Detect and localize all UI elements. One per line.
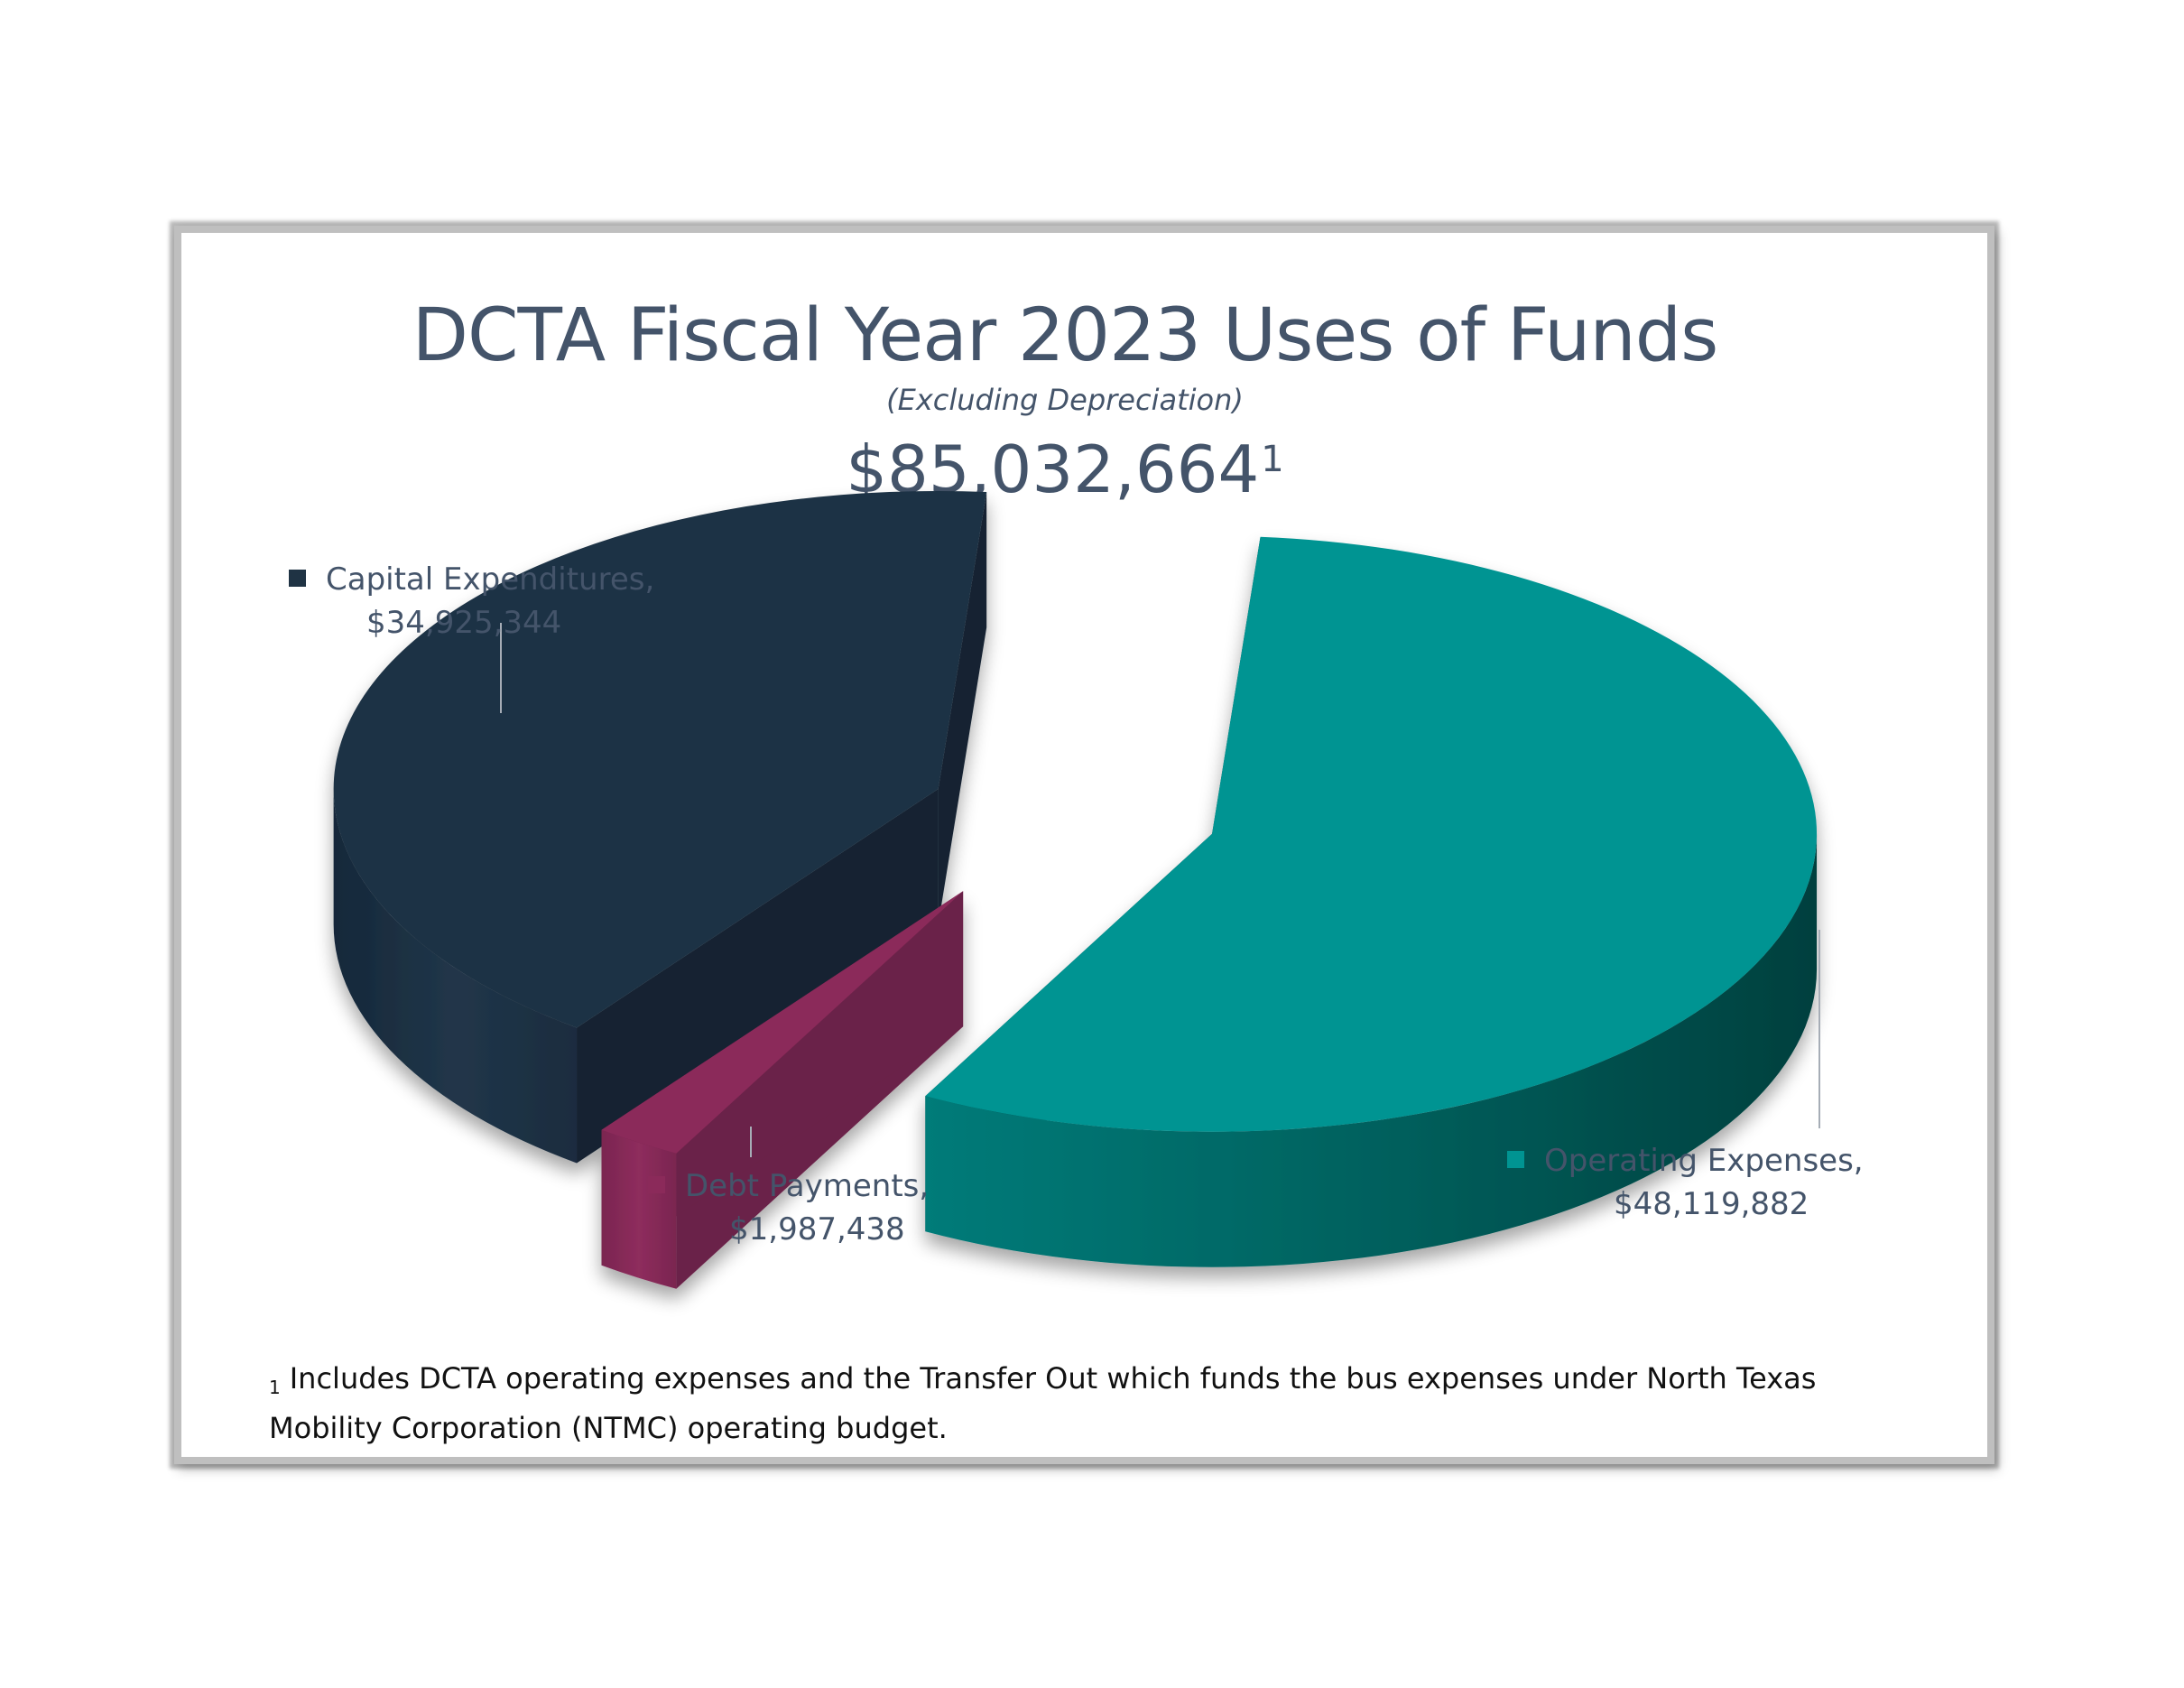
- footnote-text: Includes DCTA operating expenses and the…: [269, 1361, 1817, 1445]
- legend-swatch-debt: [648, 1176, 665, 1193]
- data-label-operating-expenses: Operating Expenses, $48,119,882: [1507, 1139, 1864, 1226]
- slice-top-face: [333, 490, 987, 1028]
- label-name-debt: Debt Payments,: [685, 1168, 930, 1204]
- data-label-debt-payments: Debt Payments, $1,987,438: [648, 1164, 929, 1251]
- chart-title: DCTA Fiscal Year 2023 Uses of Funds: [412, 293, 1719, 378]
- slice-cut-face: [601, 891, 964, 1266]
- slice-side-wall: [925, 833, 1818, 1267]
- slice-debtpayments: [601, 891, 964, 1289]
- total-footnote-mark: 1: [1261, 439, 1284, 480]
- slice-cut-face: [577, 788, 939, 1164]
- label-value-operating: $48,119,882: [1614, 1186, 1809, 1222]
- pie-slices: [333, 490, 1818, 1289]
- slice-cut-face: [938, 491, 987, 924]
- label-value-debt: $1,987,438: [729, 1211, 905, 1247]
- slice-side-wall: [333, 788, 578, 1164]
- slice-capitalexpenditures: [333, 490, 987, 1164]
- slice-operatingexpenses: [925, 536, 1818, 1267]
- chart-subtitle: (Excluding Depreciation): [886, 383, 1244, 417]
- legend-swatch-operating: [1507, 1151, 1524, 1168]
- legend-swatch-capital: [289, 570, 306, 587]
- slice-top-face: [925, 536, 1818, 1132]
- leader-lines: [500, 623, 1820, 1157]
- data-label-capital-expenditures: Capital Expenditures, $34,925,344: [289, 558, 654, 645]
- footnote-mark: 1: [269, 1377, 281, 1398]
- label-name-operating: Operating Expenses,: [1544, 1143, 1864, 1179]
- slice-side-wall: [601, 1129, 677, 1289]
- label-name-capital: Capital Expenditures,: [326, 561, 655, 598]
- slice-top-face: [601, 891, 964, 1154]
- footnote: 1 Includes DCTA operating expenses and th…: [269, 1359, 1893, 1449]
- label-value-capital: $34,925,344: [366, 605, 562, 641]
